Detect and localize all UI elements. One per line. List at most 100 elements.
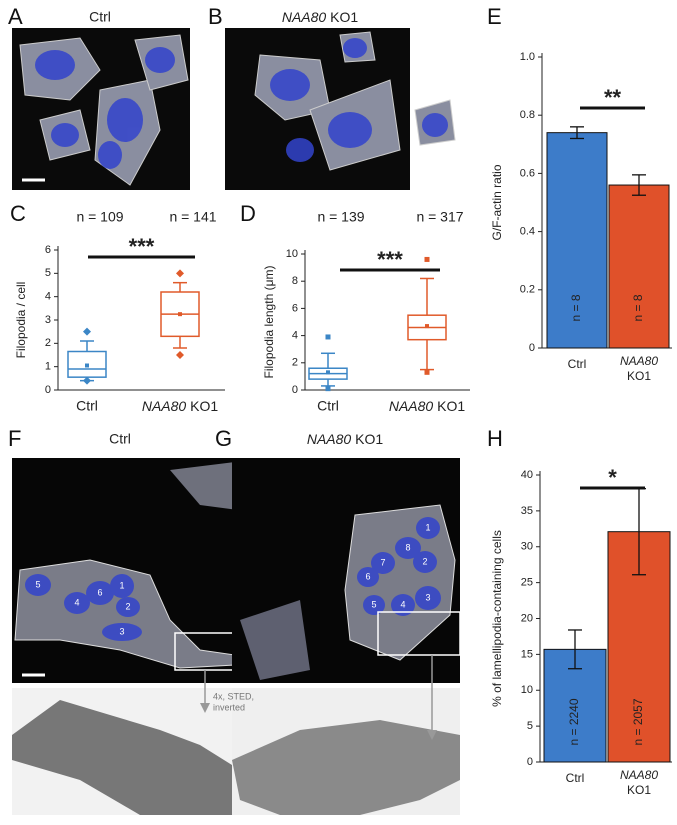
panel-label: A <box>8 4 23 29</box>
y-tick-label: 4 <box>45 291 51 303</box>
outlier <box>83 376 91 385</box>
panel-title: Ctrl <box>89 9 111 25</box>
y-tick-label: 5 <box>527 720 533 732</box>
y-tick-label: 3 <box>45 314 51 326</box>
label-text: KO1 <box>330 9 358 25</box>
cell-number: 1 <box>425 522 430 532</box>
x-tick-label: Ctrl <box>566 771 585 785</box>
gene-name: NAA80 <box>282 9 327 25</box>
outlier <box>424 369 430 375</box>
y-tick-label: 0.8 <box>520 109 535 121</box>
cell-inverted <box>232 720 460 815</box>
panel-label: B <box>208 4 223 29</box>
y-tick-label: 1 <box>45 361 51 373</box>
mean <box>326 370 330 375</box>
mean <box>425 324 429 329</box>
cell-number: 5 <box>35 579 40 589</box>
bar <box>546 132 608 349</box>
cell-number: 4 <box>74 597 79 607</box>
x-tick-label: Ctrl <box>317 398 339 414</box>
cell-cluster <box>344 504 456 661</box>
y-tick-label: 1.0 <box>520 51 535 63</box>
y-tick-label: 6 <box>292 302 298 314</box>
cell-number: 3 <box>119 626 124 636</box>
zoom-box <box>377 611 461 656</box>
gene-name: NAA80 <box>307 431 352 447</box>
y-tick-label: 2 <box>45 337 51 349</box>
cell-number: 3 <box>425 592 430 602</box>
label-text: KO1 <box>190 398 218 414</box>
gene-name: NAA80 <box>620 768 658 782</box>
y-tick-label: 25 <box>521 577 533 589</box>
outlier <box>325 334 331 340</box>
panel-label: G <box>215 426 232 451</box>
x-tick-label: KO1 <box>627 369 651 383</box>
y-tick-label: 15 <box>521 648 533 660</box>
cell-number: 7 <box>380 557 385 567</box>
gene-name: NAA80 <box>389 398 434 414</box>
arrow-head <box>200 703 210 713</box>
n-label: n = 8 <box>631 294 645 321</box>
y-tick-label: 20 <box>521 612 533 624</box>
gene-name: NAA80 <box>142 398 187 414</box>
cell-number: 6 <box>97 587 102 597</box>
significance: * <box>608 465 617 490</box>
n-label: n = 141 <box>169 209 216 225</box>
y-tick-label: 8 <box>292 275 298 287</box>
outlier <box>325 386 331 392</box>
y-tick-label: 30 <box>521 541 533 553</box>
y-tick-label: 4 <box>292 330 298 342</box>
x-tick-label: NAA80 <box>620 354 658 368</box>
panel-label: D <box>240 201 256 226</box>
x-tick-label: NAA80 <box>620 768 658 782</box>
mean <box>178 312 182 317</box>
label-text: KO1 <box>355 431 383 447</box>
panel-label: E <box>487 4 502 29</box>
n-label: n = 317 <box>416 209 463 225</box>
bar <box>608 184 670 349</box>
x-tick-label: Ctrl <box>76 398 98 414</box>
nuclei <box>25 574 142 641</box>
y-tick-label: 0 <box>529 342 535 354</box>
x-tick-label: KO1 <box>627 783 651 797</box>
y-tick-label: 0 <box>45 384 51 396</box>
y-axis-label: % of lamellipodia-containing cells <box>490 530 504 707</box>
outlier <box>424 256 430 262</box>
cell-number: 2 <box>422 556 427 566</box>
y-tick-label: 6 <box>45 244 51 256</box>
panel-label: C <box>10 201 26 226</box>
panel-title: Ctrl <box>109 431 131 447</box>
panel-label: H <box>487 426 503 451</box>
y-tick-label: 0.6 <box>520 167 535 179</box>
cell-number: 6 <box>365 571 370 581</box>
cell-number: 8 <box>405 542 410 552</box>
y-tick-label: 2 <box>292 357 298 369</box>
n-label: n = 2240 <box>567 698 581 745</box>
annotation: 4x, STED, <box>213 691 254 701</box>
gene-name: NAA80 <box>620 354 658 368</box>
y-axis-label: G/F-actin ratio <box>490 164 504 240</box>
label-text: KO1 <box>437 398 465 414</box>
outlier <box>83 327 91 336</box>
nuclei <box>270 38 448 162</box>
cell-number: 1 <box>119 580 124 590</box>
panel-title: NAA80 KO1 <box>307 431 383 447</box>
significance: *** <box>129 234 155 259</box>
cell <box>170 462 238 510</box>
x-tick-label: NAA80 KO1 <box>142 398 218 414</box>
y-tick-label: 35 <box>521 505 533 517</box>
x-tick-label: NAA80 KO1 <box>389 398 465 414</box>
y-tick-label: 0 <box>527 756 533 768</box>
outlier <box>176 269 184 278</box>
significance: *** <box>377 247 403 272</box>
y-tick-label: 40 <box>521 469 533 481</box>
annotation: inverted <box>213 702 245 712</box>
y-axis-label: Filopodia length (μm) <box>262 266 276 379</box>
n-label: n = 139 <box>317 209 364 225</box>
y-tick-label: 10 <box>286 248 298 260</box>
y-tick-label: 0 <box>292 384 298 396</box>
outlier <box>176 351 184 359</box>
y-tick-label: 5 <box>45 267 51 279</box>
cell-inverted <box>12 700 240 815</box>
